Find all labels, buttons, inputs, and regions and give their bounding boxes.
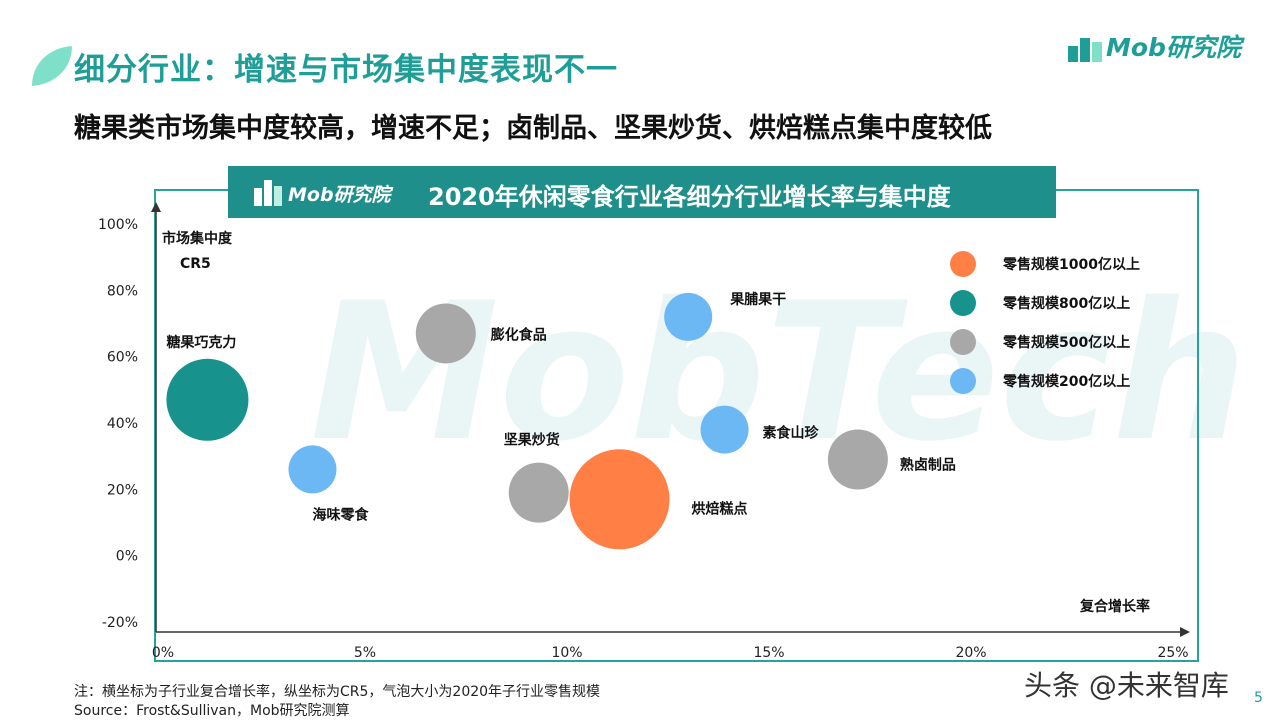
- brand-name: Mob研究院: [1106, 33, 1241, 62]
- y-tick-label: 20%: [107, 482, 138, 498]
- chart-source: Source：Frost&Sullivan，Mob研究院测算: [74, 703, 350, 719]
- header-leaf-icon: [32, 46, 72, 86]
- y-axis-label-sub: CR5: [180, 256, 211, 272]
- page-title: 细分行业：增速与市场集中度表现不一: [74, 52, 618, 88]
- bubble-label: 烘焙糕点: [692, 500, 748, 517]
- bubble-label: 熟卤制品: [900, 456, 956, 473]
- x-tick-label: 0%: [152, 645, 174, 661]
- bubble-point: [569, 449, 670, 550]
- credit-watermark: 头条 @未来智库: [1024, 669, 1229, 702]
- x-tick-label: 20%: [955, 645, 986, 661]
- legend-label: 零售规模800亿以上: [1002, 295, 1130, 312]
- chart-header-bar: [228, 166, 1056, 218]
- chart-title: 2020年休闲零食行业各细分行业增长率与集中度: [428, 183, 951, 211]
- watermark-text: MobTech: [310, 262, 1247, 483]
- legend-swatch: [950, 290, 976, 316]
- y-tick-label: 60%: [107, 350, 138, 366]
- x-axis-arrow-icon: [1180, 627, 1190, 637]
- bubble-label: 海味零食: [312, 506, 369, 523]
- legend-swatch: [950, 329, 976, 355]
- bubble-label: 膨化食品: [491, 326, 547, 343]
- x-tick-label: 15%: [753, 645, 784, 661]
- chart-header-logo-icon: [254, 180, 282, 206]
- chart-note: 注：横坐标为子行业复合增长率，纵坐标为CR5，气泡大小为2020年子行业零售规模: [74, 684, 601, 700]
- y-tick-label: 0%: [116, 549, 138, 565]
- bubble-label: 素食山珍: [763, 425, 820, 442]
- bubble-point: [415, 303, 476, 364]
- bubble-point: [288, 445, 337, 494]
- bubble-point: [508, 462, 569, 523]
- y-axis-label: 市场集中度: [162, 230, 233, 247]
- page-number: 5: [1254, 690, 1263, 706]
- x-axis-label: 复合增长率: [1079, 598, 1150, 615]
- y-tick-label: -20%: [102, 615, 138, 631]
- legend-swatch: [950, 251, 976, 277]
- y-tick-label: 80%: [107, 283, 138, 299]
- legend-label: 零售规模1000亿以上: [1002, 256, 1140, 273]
- bubble-point: [664, 292, 713, 341]
- y-tick-label: 40%: [107, 416, 138, 432]
- x-tick-label: 10%: [551, 645, 582, 661]
- bubble-label: 果脯果干: [729, 291, 786, 308]
- legend-label: 零售规模200亿以上: [1002, 373, 1130, 390]
- legend-label: 零售规模500亿以上: [1002, 334, 1130, 351]
- bubble-point: [827, 429, 888, 490]
- legend-swatch: [950, 368, 976, 394]
- chart-header-brand: Mob研究院: [288, 184, 391, 206]
- x-tick-label: 25%: [1157, 645, 1188, 661]
- y-axis-arrow-icon: [151, 202, 161, 212]
- y-tick-label: 100%: [98, 217, 138, 233]
- bubble-label: 糖果巧克力: [166, 334, 236, 351]
- x-tick-label: 5%: [354, 645, 376, 661]
- bubble-point: [700, 405, 749, 454]
- mob-logo-icon: [1068, 38, 1102, 62]
- page-subtitle: 糖果类市场集中度较高，增速不足；卤制品、坚果炒货、烘焙糕点集中度较低: [74, 113, 992, 144]
- bubble-point: [166, 358, 249, 441]
- bubble-label: 坚果炒货: [504, 432, 560, 449]
